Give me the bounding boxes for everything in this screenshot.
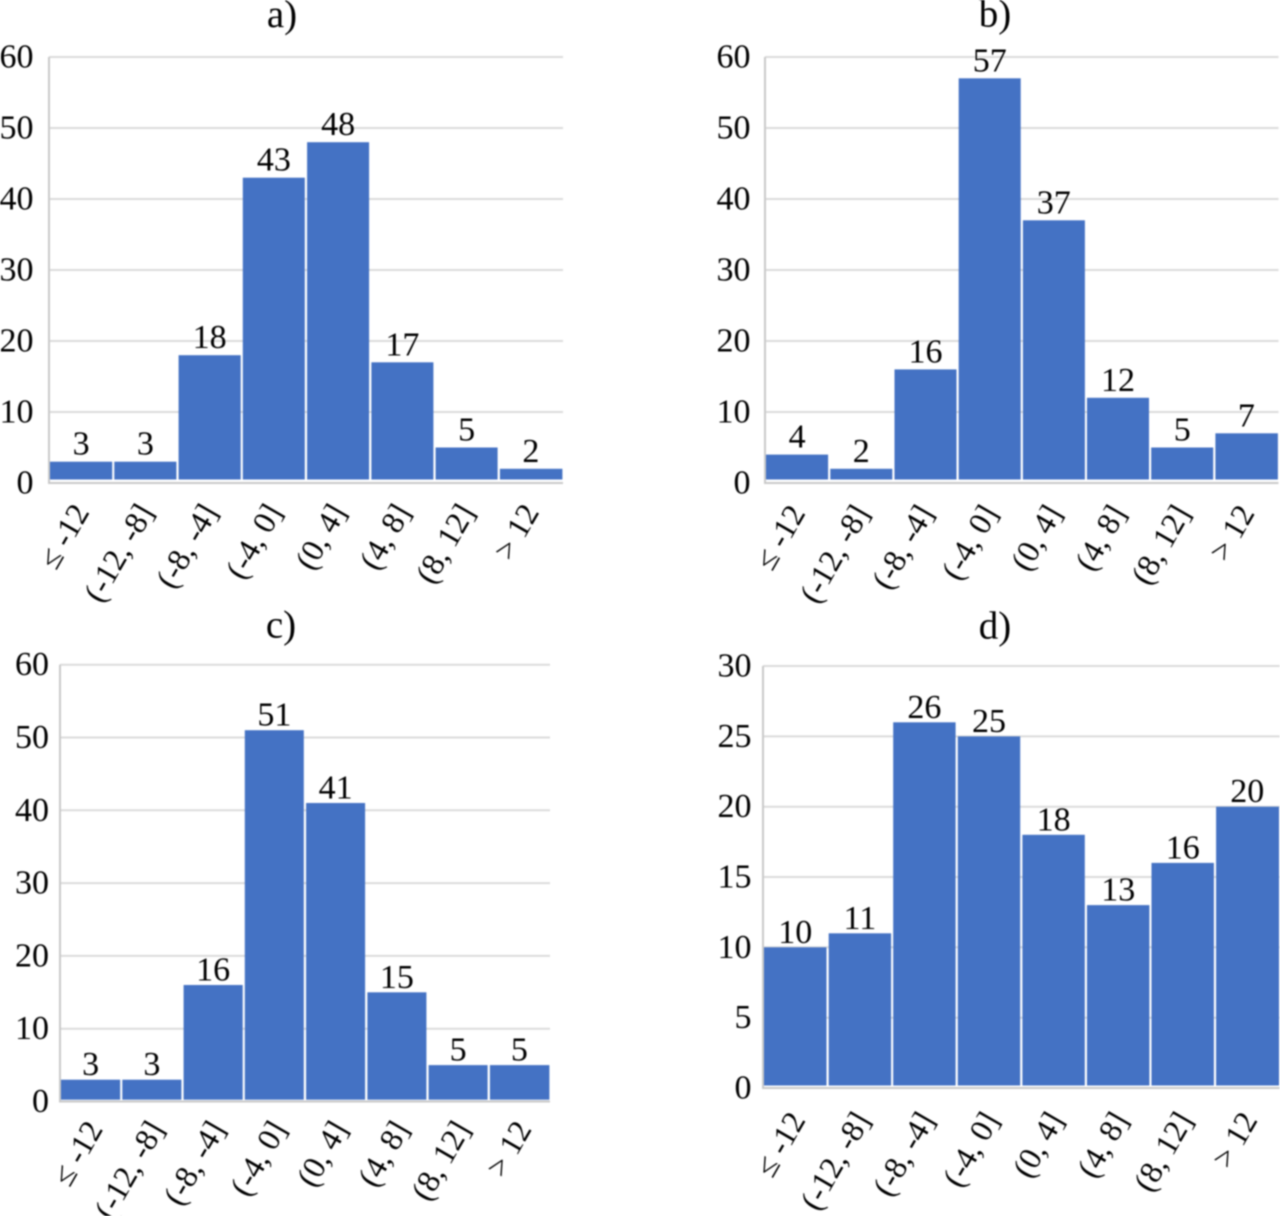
svg-text:25: 25 — [718, 718, 752, 755]
svg-text:18: 18 — [1037, 801, 1071, 838]
svg-text:3: 3 — [137, 426, 154, 463]
svg-text:5: 5 — [735, 999, 752, 1036]
svg-text:30: 30 — [717, 252, 751, 289]
svg-text:20: 20 — [0, 323, 34, 360]
svg-text:60: 60 — [717, 39, 751, 76]
svg-text:10: 10 — [718, 929, 752, 966]
svg-text:37: 37 — [1037, 184, 1071, 221]
svg-text:7: 7 — [1238, 397, 1255, 434]
svg-text:3: 3 — [82, 1046, 99, 1083]
svg-text:40: 40 — [15, 792, 49, 829]
svg-text:50: 50 — [0, 110, 34, 147]
svg-text:d): d) — [979, 605, 1012, 648]
svg-text:30: 30 — [718, 648, 752, 685]
svg-text:13: 13 — [1101, 872, 1135, 909]
svg-text:0: 0 — [734, 465, 751, 502]
svg-text:17: 17 — [385, 326, 419, 363]
svg-text:16: 16 — [909, 333, 943, 370]
svg-text:20: 20 — [1230, 773, 1264, 810]
svg-text:40: 40 — [0, 181, 34, 218]
svg-text:51: 51 — [257, 697, 291, 734]
svg-text:48: 48 — [321, 106, 355, 143]
svg-text:16: 16 — [196, 952, 230, 989]
svg-text:15: 15 — [380, 959, 414, 996]
svg-text:50: 50 — [15, 719, 49, 756]
svg-text:10: 10 — [778, 914, 812, 951]
svg-text:0: 0 — [32, 1083, 49, 1120]
svg-text:60: 60 — [0, 39, 34, 76]
svg-text:18: 18 — [193, 319, 227, 356]
svg-text:20: 20 — [718, 788, 752, 825]
svg-text:11: 11 — [844, 900, 877, 937]
svg-text:16: 16 — [1166, 829, 1200, 866]
svg-text:5: 5 — [511, 1032, 528, 1069]
svg-text:50: 50 — [717, 110, 751, 147]
svg-text:12: 12 — [1101, 362, 1135, 399]
svg-text:43: 43 — [257, 142, 291, 179]
svg-text:5: 5 — [1174, 412, 1191, 449]
svg-text:5: 5 — [450, 1032, 467, 1069]
svg-text:20: 20 — [717, 323, 751, 360]
svg-text:b): b) — [979, 0, 1012, 36]
svg-text:4: 4 — [789, 419, 806, 456]
svg-text:60: 60 — [15, 646, 49, 683]
svg-text:30: 30 — [0, 252, 34, 289]
svg-text:57: 57 — [973, 42, 1007, 79]
svg-text:40: 40 — [717, 181, 751, 218]
svg-text:3: 3 — [73, 426, 90, 463]
svg-text:5: 5 — [458, 412, 475, 449]
svg-text:0: 0 — [735, 1070, 752, 1107]
svg-text:25: 25 — [972, 703, 1006, 740]
svg-text:15: 15 — [718, 859, 752, 896]
svg-text:10: 10 — [15, 1010, 49, 1047]
svg-text:0: 0 — [17, 465, 34, 502]
svg-text:a): a) — [267, 0, 297, 36]
svg-text:26: 26 — [907, 689, 941, 726]
svg-text:10: 10 — [0, 394, 34, 431]
svg-text:3: 3 — [143, 1046, 160, 1083]
svg-text:2: 2 — [522, 433, 539, 470]
svg-text:c): c) — [266, 604, 296, 647]
svg-text:41: 41 — [319, 770, 353, 807]
svg-text:30: 30 — [15, 865, 49, 902]
svg-text:20: 20 — [15, 937, 49, 974]
svg-text:2: 2 — [853, 433, 870, 470]
svg-text:10: 10 — [717, 394, 751, 431]
